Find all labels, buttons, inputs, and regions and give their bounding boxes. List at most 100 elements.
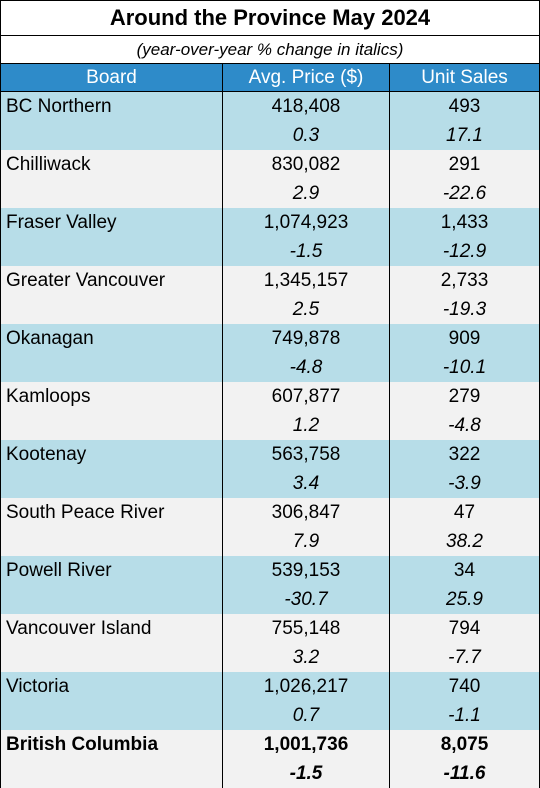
avg-price-yoy-change: 7.9 [292,531,320,552]
avg-price-yoy-change: 3.2 [292,647,320,668]
unit-sales-cell: 2,733 -19.3 [389,266,539,324]
unit-sales-yoy-change: -7.7 [448,647,481,668]
board-name: South Peace River [6,502,165,523]
avg-price-yoy-change: 0.7 [292,705,320,726]
avg-price-value: 607,877 [271,386,341,407]
unit-sales-yoy-change: -10.1 [442,357,487,378]
total-row: British Columbia 1,001,736 -1.5 8,075 -11.6 [1,730,539,788]
unit-sales-cell: 47 38.2 [389,498,539,556]
avg-price-cell: 607,877 1.2 [222,382,389,440]
avg-price-cell: 1,001,736 -1.5 [222,730,389,788]
table-row: Powell River 539,153 -30.7 34 25.9 [1,556,539,614]
unit-sales-value: 740 [448,676,481,697]
avg-price-value: 563,758 [271,444,341,465]
board-name: Fraser Valley [6,212,117,233]
table-title: Around the Province May 2024 [1,1,539,36]
unit-sales-cell: 279 -4.8 [389,382,539,440]
unit-sales-value: 322 [448,444,481,465]
unit-sales-cell: 8,075 -11.6 [389,730,539,788]
header-unit-sales: Unit Sales [389,64,539,91]
unit-sales-yoy-change: -22.6 [442,183,487,204]
unit-sales-cell: 909 -10.1 [389,324,539,382]
unit-sales-value: 794 [448,618,481,639]
board-name: Okanagan [6,328,94,349]
unit-sales-yoy-change: -1.1 [448,705,481,726]
unit-sales-value: 47 [453,502,476,523]
board-name: BC Northern [6,96,112,117]
board-name: Greater Vancouver [6,270,166,291]
avg-price-cell: 563,758 3.4 [222,440,389,498]
table-row: BC Northern 418,408 0.3 493 17.1 [1,92,539,150]
avg-price-yoy-change: 1.2 [292,415,320,436]
unit-sales-cell: 34 25.9 [389,556,539,614]
unit-sales-value: 279 [448,386,481,407]
avg-price-yoy-change: -1.5 [289,763,323,784]
avg-price-value: 830,082 [271,154,341,175]
unit-sales-value: 909 [448,328,481,349]
avg-price-cell: 749,878 -4.8 [222,324,389,382]
avg-price-cell: 1,345,157 2.5 [222,266,389,324]
avg-price-cell: 539,153 -30.7 [222,556,389,614]
avg-price-value: 1,026,217 [263,676,349,697]
table-row: Fraser Valley 1,074,923 -1.5 1,433 -12.9 [1,208,539,266]
unit-sales-value: 8,075 [440,734,489,755]
avg-price-value: 418,408 [271,96,341,117]
unit-sales-value: 2,733 [440,270,489,291]
board-name: British Columbia [6,734,159,755]
unit-sales-yoy-change: -3.9 [448,473,481,494]
avg-price-value: 539,153 [271,560,341,581]
table-row: Victoria 1,026,217 0.7 740 -1.1 [1,672,539,730]
avg-price-cell: 1,074,923 -1.5 [222,208,389,266]
unit-sales-value: 34 [453,560,476,581]
avg-price-value: 1,001,736 [263,734,349,755]
header-avg-price: Avg. Price ($) [222,64,389,91]
unit-sales-yoy-change: 38.2 [446,531,483,552]
unit-sales-yoy-change: -12.9 [442,241,487,262]
table-row: Kamloops 607,877 1.2 279 -4.8 [1,382,539,440]
board-name: Powell River [6,560,112,581]
avg-price-value: 1,074,923 [263,212,349,233]
unit-sales-cell: 291 -22.6 [389,150,539,208]
unit-sales-value: 291 [448,154,481,175]
unit-sales-yoy-change: 25.9 [446,589,483,610]
avg-price-value: 306,847 [271,502,341,523]
unit-sales-cell: 322 -3.9 [389,440,539,498]
unit-sales-yoy-change: -4.8 [448,415,481,436]
unit-sales-yoy-change: -19.3 [442,299,487,320]
table-row: Okanagan 749,878 -4.8 909 -10.1 [1,324,539,382]
unit-sales-value: 493 [448,96,481,117]
avg-price-value: 749,878 [271,328,341,349]
avg-price-value: 1,345,157 [263,270,349,291]
avg-price-yoy-change: 0.3 [292,125,320,146]
board-name: Vancouver Island [6,618,152,639]
avg-price-yoy-change: 2.9 [292,183,320,204]
avg-price-yoy-change: 3.4 [292,473,320,494]
unit-sales-cell: 1,433 -12.9 [389,208,539,266]
avg-price-value: 755,148 [271,618,341,639]
unit-sales-cell: 740 -1.1 [389,672,539,730]
table-subtitle: (year-over-year % change in italics) [136,40,404,59]
avg-price-cell: 830,082 2.9 [222,150,389,208]
table-row: South Peace River 306,847 7.9 47 38.2 [1,498,539,556]
table-body: BC Northern 418,408 0.3 493 17.1 Chilliwack 83… [1,92,539,788]
avg-price-yoy-change: -4.8 [289,357,323,378]
board-name: Kootenay [6,444,87,465]
unit-sales-yoy-change: 17.1 [446,125,483,146]
avg-price-cell: 418,408 0.3 [222,92,389,150]
avg-price-cell: 1,026,217 0.7 [222,672,389,730]
table-row: Greater Vancouver 1,345,157 2.5 2,733 -19.3 [1,266,539,324]
board-name: Victoria [6,676,70,697]
table-row: Chilliwack 830,082 2.9 291 -22.6 [1,150,539,208]
table-row: Kootenay 563,758 3.4 322 -3.9 [1,440,539,498]
unit-sales-cell: 493 17.1 [389,92,539,150]
avg-price-yoy-change: -1.5 [289,241,323,262]
unit-sales-yoy-change: -11.6 [443,763,486,784]
avg-price-yoy-change: 2.5 [292,299,320,320]
header-board: Board [86,67,137,88]
board-name: Kamloops [6,386,91,407]
table-header: Board Avg. Price ($) Unit Sales [1,63,539,92]
board-name: Chilliwack [6,154,91,175]
avg-price-yoy-change: -30.7 [284,589,328,610]
unit-sales-value: 1,433 [440,212,489,233]
